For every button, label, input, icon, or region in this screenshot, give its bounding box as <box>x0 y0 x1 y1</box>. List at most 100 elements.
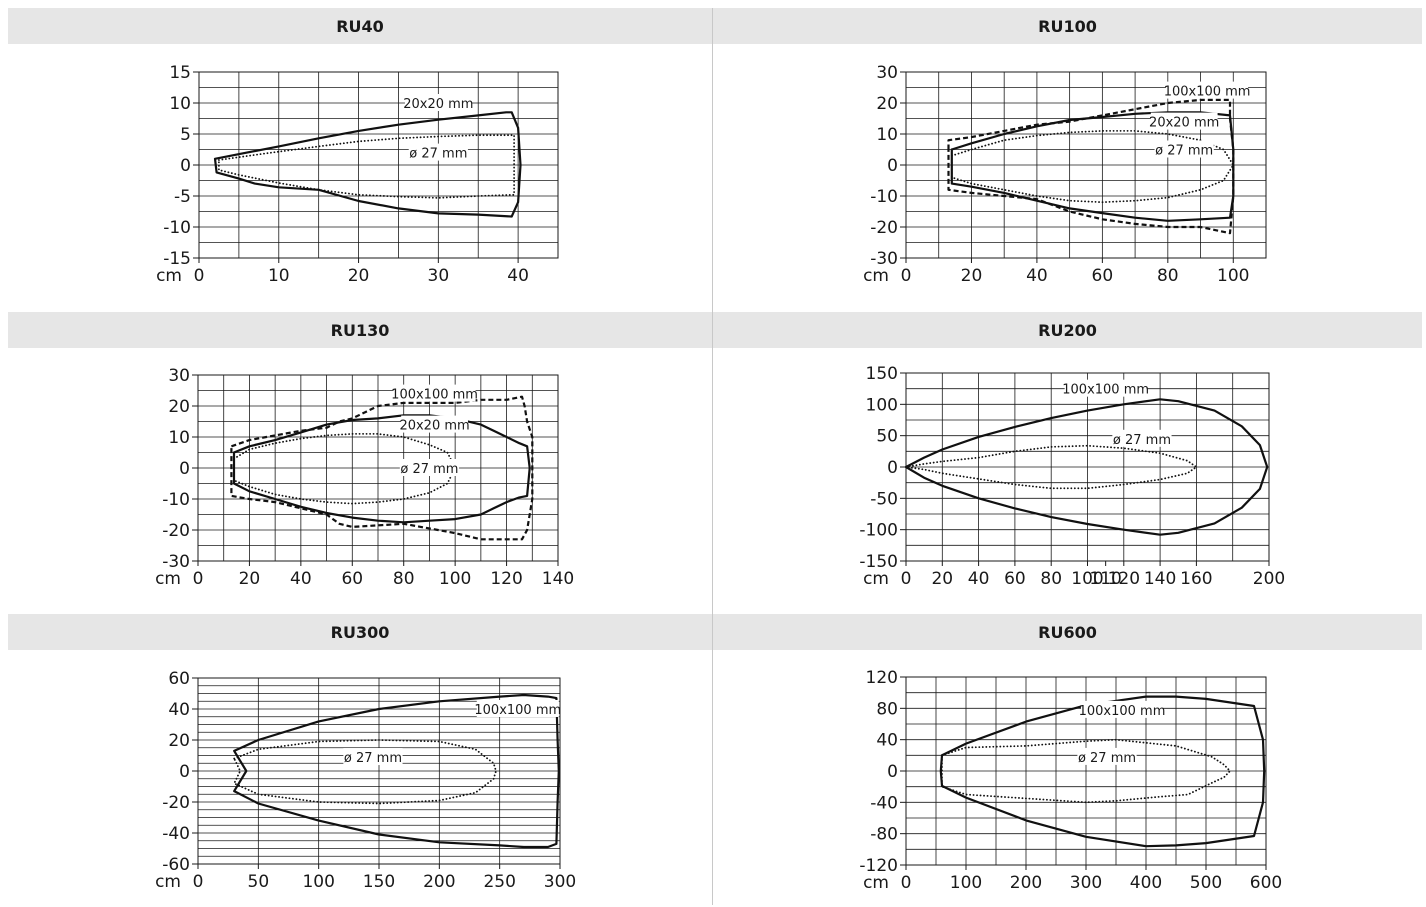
series-annotation: 20x20 mm <box>403 97 473 112</box>
y-tick-label: -40 <box>162 824 190 844</box>
x-tick-label: 0 <box>901 569 912 589</box>
annotation-backing <box>1166 81 1249 99</box>
annotation-backing <box>1150 112 1218 130</box>
x-tick-label: 160 <box>1180 569 1212 589</box>
annotation-backing <box>404 94 472 111</box>
series-line-20x20-mm <box>232 414 531 524</box>
x-tick-label: 120 <box>1108 569 1140 589</box>
y-tick-label: -20 <box>162 521 190 541</box>
y-tick-label: -120 <box>859 856 898 876</box>
y-tick-label: -15 <box>163 249 191 269</box>
series-line-100x100-mm <box>904 398 1269 536</box>
y-tick-label: -20 <box>162 793 190 813</box>
series-annotation: 100x100 mm <box>1079 704 1166 719</box>
annotation-backing <box>1064 379 1147 397</box>
x-tick-label: 100 <box>1217 266 1249 286</box>
unit-label: cm <box>156 266 182 286</box>
unit-label: cm <box>863 266 889 286</box>
y-tick-label: 0 <box>887 762 898 782</box>
x-tick-label: 200 <box>423 872 455 892</box>
panel-title-ru100: RU100 <box>713 8 1422 44</box>
x-tick-label: 20 <box>961 266 983 286</box>
series-line-100x100-mm <box>230 395 534 541</box>
annotation-backing <box>399 459 460 476</box>
series-annotation: ø 27 mm <box>344 751 402 766</box>
x-tick-label: 100 <box>302 872 334 892</box>
y-tick-label: 30 <box>876 63 898 83</box>
x-tick-label: 120 <box>490 569 522 589</box>
y-tick-label: 0 <box>887 458 898 478</box>
x-tick-label: 400 <box>1130 873 1162 893</box>
annotation-backing <box>1081 700 1163 718</box>
series-annotation: ø 27 mm <box>1113 433 1171 448</box>
y-tick-label: -80 <box>870 825 898 845</box>
panel-title-ru40: RU40 <box>8 8 712 44</box>
y-tick-label: 40 <box>168 700 190 720</box>
x-tick-label: 0 <box>901 266 912 286</box>
unit-label: cm <box>155 872 181 892</box>
x-tick-label: 40 <box>507 266 529 286</box>
series-annotation: 100x100 mm <box>391 388 478 403</box>
y-tick-label: 5 <box>180 125 191 145</box>
x-tick-label: 150 <box>363 872 395 892</box>
y-tick-label: 150 <box>866 364 898 384</box>
y-tick-label: -40 <box>870 793 898 813</box>
y-tick-label: -10 <box>870 187 898 207</box>
series-annotation: 100x100 mm <box>1164 85 1251 100</box>
y-tick-label: -5 <box>174 187 191 207</box>
y-tick-label: 0 <box>887 156 898 176</box>
y-tick-label: 40 <box>876 731 898 751</box>
x-tick-label: 0 <box>193 569 204 589</box>
unit-label: cm <box>155 569 181 589</box>
x-tick-label: 20 <box>348 266 370 286</box>
unit-label: cm <box>863 569 889 589</box>
x-tick-label: 60 <box>1092 266 1114 286</box>
y-tick-label: -150 <box>859 552 898 572</box>
series-line-20x20-mm <box>950 111 1235 222</box>
x-tick-label: 80 <box>393 569 415 589</box>
y-tick-label: -30 <box>162 552 190 572</box>
y-tick-label: 0 <box>179 762 190 782</box>
x-tick-label: 80 <box>1157 266 1179 286</box>
x-tick-label: 10 <box>268 266 290 286</box>
series-line--27-mm <box>217 134 515 199</box>
series-line-100x100-mm <box>939 695 1266 848</box>
x-tick-label: 40 <box>290 569 312 589</box>
x-tick-label: 100 <box>439 569 471 589</box>
x-tick-label: 600 <box>1250 873 1282 893</box>
panel-title-ru600: RU600 <box>713 614 1422 650</box>
annotation-backing <box>393 384 476 402</box>
x-tick-label: 140 <box>1144 569 1176 589</box>
y-tick-label: 50 <box>876 427 898 447</box>
x-tick-label: 20 <box>931 569 953 589</box>
y-tick-label: 20 <box>168 731 190 751</box>
y-tick-label: -50 <box>870 489 898 509</box>
series-line--27-mm <box>905 444 1198 490</box>
x-tick-label: 0 <box>901 873 912 893</box>
x-tick-label: 110 <box>1089 569 1121 589</box>
y-tick-label: 0 <box>179 459 190 479</box>
panel-title-ru300: RU300 <box>8 614 712 650</box>
series-annotation: 20x20 mm <box>1149 116 1219 131</box>
y-tick-label: 60 <box>168 669 190 689</box>
x-tick-label: 200 <box>1253 569 1285 589</box>
y-tick-label: 0 <box>180 156 191 176</box>
annotation-backing <box>401 415 468 433</box>
x-tick-label: 140 <box>542 569 574 589</box>
series-line--27-mm <box>233 432 457 505</box>
panel-title-ru130: RU130 <box>8 312 712 348</box>
x-tick-label: 30 <box>428 266 450 286</box>
x-tick-label: 50 <box>248 872 270 892</box>
x-tick-label: 0 <box>193 872 204 892</box>
annotation-backing <box>1112 429 1172 447</box>
y-tick-label: 10 <box>876 125 898 145</box>
y-tick-label: 20 <box>168 397 190 417</box>
series-annotation: ø 27 mm <box>400 462 458 477</box>
